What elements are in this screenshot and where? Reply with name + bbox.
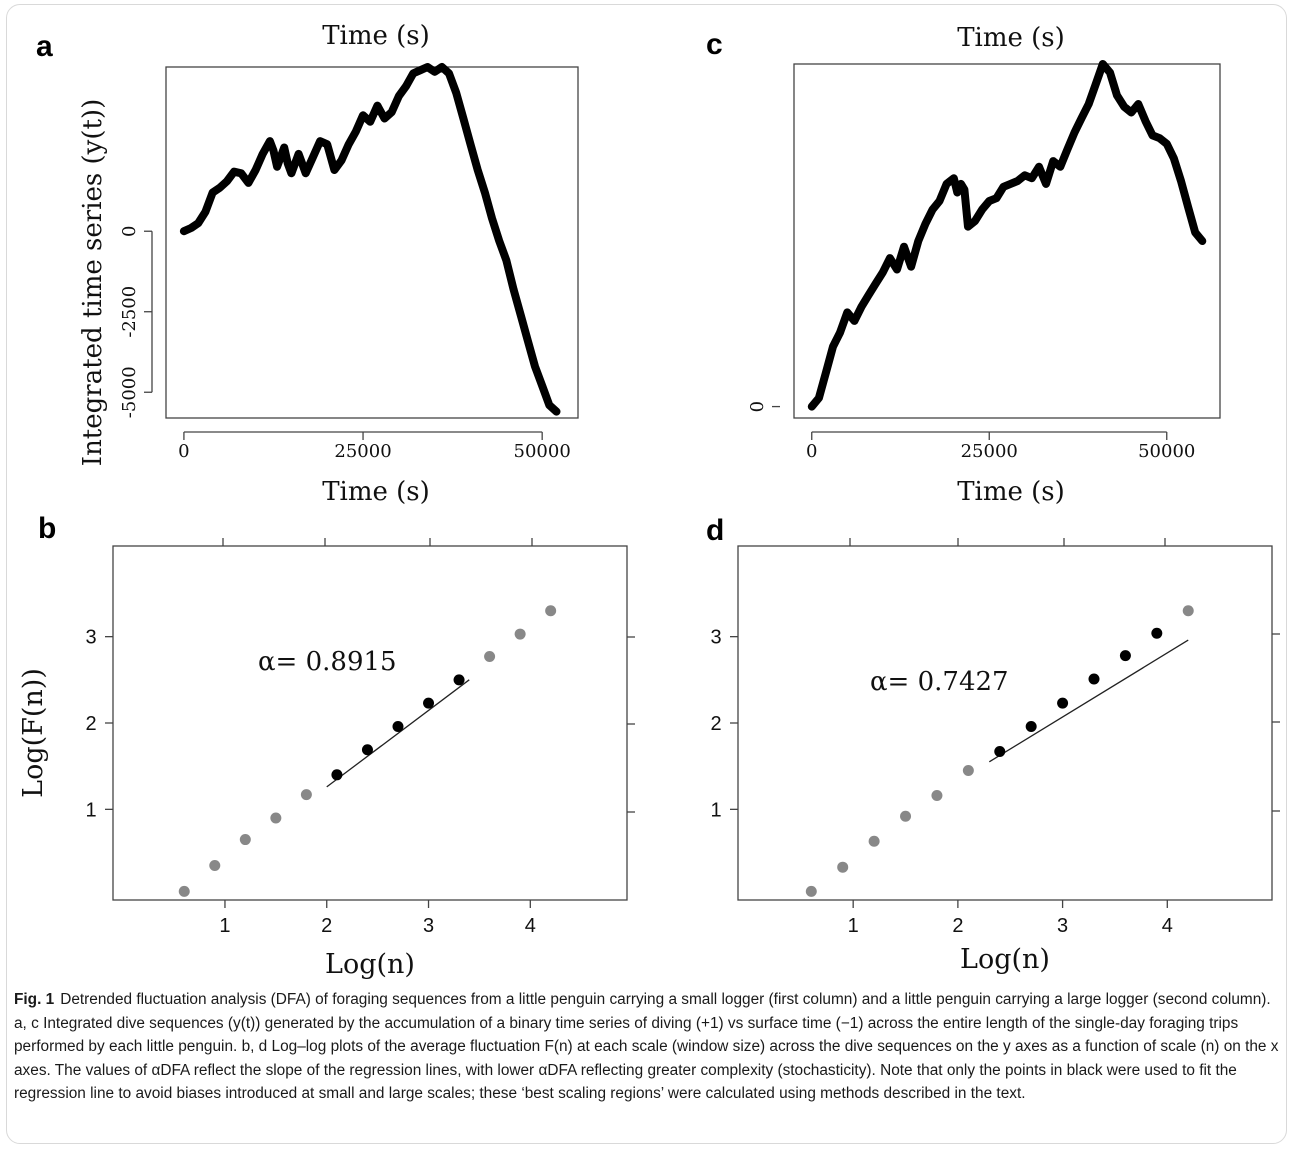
series-line (807, 60, 1207, 411)
fitted-point (1088, 673, 1100, 685)
x-axis-label: Time (s) (957, 477, 1065, 507)
x-axis-label: Log(n) (960, 944, 1050, 975)
y-axis-label: Log(F(n)) (18, 668, 49, 798)
fitted-point (392, 720, 404, 732)
excluded-point (178, 885, 190, 897)
excluded-point (805, 885, 817, 897)
excluded-point (1182, 605, 1194, 617)
x-axis-label: Log(n) (325, 949, 415, 980)
x-tick-label: 2 (952, 915, 963, 937)
chart-panel-c: 0 25000 50000 0 Time (s) Time (s) (747, 23, 1221, 507)
y-tick-label: 3 (85, 627, 96, 649)
excluded-point (484, 651, 496, 663)
excluded-point (270, 812, 282, 824)
regression-line (988, 639, 1189, 763)
alpha-annotation: α= 0.8915 (258, 647, 397, 677)
x-tick-label: 3 (1057, 915, 1068, 937)
excluded-point (514, 628, 526, 640)
excluded-point (868, 835, 880, 847)
fitted-point (994, 745, 1006, 757)
figure-caption: Fig. 1 Detrended fluctuation analysis (DF… (14, 988, 1282, 1106)
fitted-point (453, 674, 465, 686)
x-tick-label: 0 (178, 441, 189, 462)
fitted-point (1025, 720, 1037, 732)
fitted-point (331, 769, 343, 781)
y-tick-label: 0 (119, 226, 140, 237)
x-tick-label: 0 (806, 441, 817, 462)
panel-label-a: a (36, 30, 53, 63)
plot-frame (793, 63, 1221, 419)
y-tick-label: 2 (710, 713, 721, 735)
caption-figure-label: Fig. 1 (14, 991, 55, 1008)
figure-frame (6, 4, 1287, 1144)
x-tick-label: 25000 (334, 441, 391, 462)
fitted-point (1057, 697, 1069, 709)
excluded-point (962, 764, 974, 776)
plot-frame (112, 545, 628, 901)
fitted-point (361, 744, 373, 756)
alpha-annotation: α= 0.7427 (870, 667, 1009, 697)
top-axis-label: Time (s) (322, 21, 430, 51)
fitted-point (423, 697, 435, 709)
fitted-point (1119, 650, 1131, 662)
chart-panel-a: 0 25000 50000 0 -2500 -5000 Time (s) Time (s) In… (78, 21, 579, 507)
x-tick-label: 50000 (514, 441, 571, 462)
excluded-point (837, 861, 849, 873)
plot-frame (165, 66, 579, 419)
y-axis-label: Integrated time series (y(t)) (78, 99, 108, 466)
y-tick-label: 0 (747, 401, 768, 412)
panel-label-d: d (706, 514, 724, 547)
y-tick-label: -2500 (119, 286, 140, 338)
x-tick-label: 1 (219, 915, 230, 937)
series-line (179, 63, 561, 416)
top-axis-label: Time (s) (957, 23, 1065, 53)
excluded-point (931, 790, 943, 802)
figure-canvas: a c b d 0 25000 50000 0 -2500 -5000 Time (s) Ti… (18, 21, 1280, 980)
plot-frame (737, 545, 1273, 901)
panel-label-b: b (38, 512, 56, 545)
excluded-point (239, 834, 251, 846)
x-tick-label: 3 (423, 915, 434, 937)
y-tick-label: 1 (710, 799, 721, 821)
panel-label-c: c (706, 28, 723, 61)
x-tick-label: 4 (525, 915, 536, 937)
x-tick-label: 2 (321, 915, 332, 937)
excluded-point (300, 789, 312, 801)
excluded-point (900, 810, 912, 822)
y-tick-label: 1 (85, 799, 96, 821)
chart-panel-b: 1 2 3 4 1 2 3 α= 0.8915 Log(n) Log(F(n)) (18, 538, 635, 980)
x-tick-label: 50000 (1138, 441, 1195, 462)
x-tick-label: 25000 (961, 441, 1018, 462)
regression-line (326, 679, 470, 788)
y-tick-label: 2 (85, 713, 96, 735)
x-axis-label: Time (s) (322, 477, 430, 507)
caption-text: Detrended fluctuation analysis (DFA) of … (14, 991, 1279, 1102)
y-tick-label: -5000 (119, 366, 140, 418)
x-tick-label: 4 (1162, 915, 1173, 937)
chart-panel-d: 1 2 3 4 1 2 3 α= 0.7427 Log(n) (710, 538, 1280, 975)
excluded-point (545, 605, 557, 617)
y-tick-label: 3 (710, 627, 721, 649)
fitted-point (1151, 627, 1163, 639)
x-tick-label: 1 (848, 915, 859, 937)
excluded-point (209, 859, 221, 871)
